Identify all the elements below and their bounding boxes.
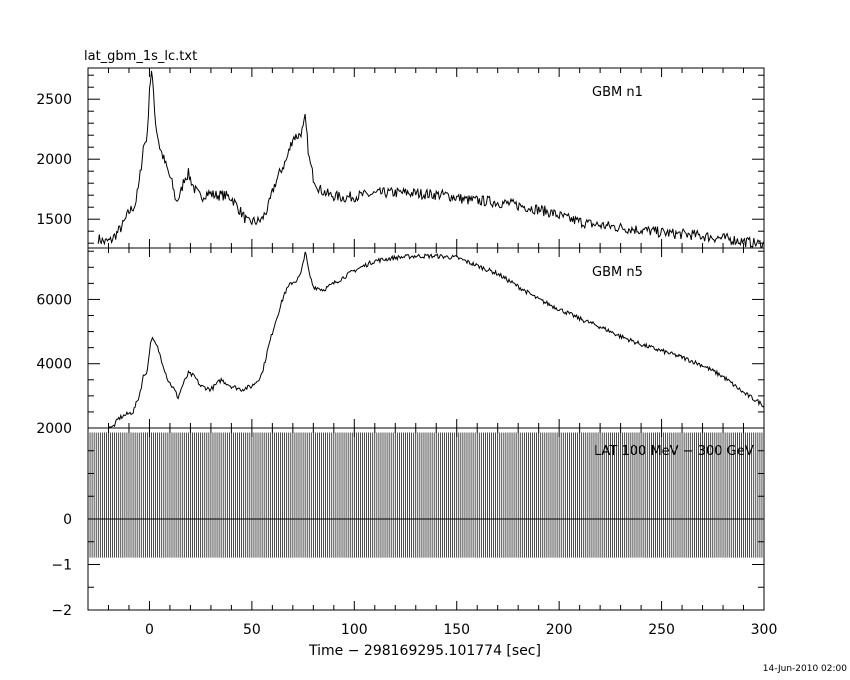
chart-title: lat_gbm_1s_lc.txt: [84, 49, 197, 64]
x-tick-label: 0: [145, 622, 154, 638]
x-tick-label: 300: [751, 622, 778, 638]
y-tick-label: 1500: [36, 212, 72, 228]
series-gbm-n1-line: [97, 70, 765, 248]
y-tick-label: 2000: [36, 421, 72, 437]
series-gbm-n5-line: [108, 251, 765, 428]
panel-frame-gbm-n1: [87, 67, 765, 249]
data-series: [87, 70, 765, 558]
x-tick-label: 100: [341, 622, 368, 638]
y-tick-label: 0: [63, 512, 72, 528]
y-tick-label: 4000: [36, 357, 72, 373]
y-tick-label: −1: [51, 558, 72, 574]
x-tick-label: 150: [443, 622, 470, 638]
y-tick-label: 6000: [36, 292, 72, 308]
x-tick-label: 200: [546, 622, 573, 638]
x-tick-label: 250: [648, 622, 675, 638]
panel-frame-gbm-n5: [87, 247, 765, 429]
footer-date: 14-Jun-2010 02:00: [763, 664, 847, 674]
panel-label-lat: LAT 100 MeV − 300 GeV: [594, 444, 754, 459]
y-tick-label: −2: [51, 603, 72, 619]
x-tick-label: 50: [243, 622, 261, 638]
panel-label-gbm-n5: GBM n5: [592, 265, 643, 280]
panel-label-gbm-n1: GBM n1: [592, 85, 643, 100]
y-tick-label: 2500: [36, 92, 72, 108]
x-axis-label: Time − 298169295.101774 [sec]: [308, 643, 541, 659]
y-tick-label: 2000: [36, 152, 72, 168]
panel-frame-lat: [87, 427, 765, 611]
axis-ticks: 1500 2000 2500 2000 4000 6000 −2 −1 0 0 50 100 150 20…: [36, 68, 777, 638]
